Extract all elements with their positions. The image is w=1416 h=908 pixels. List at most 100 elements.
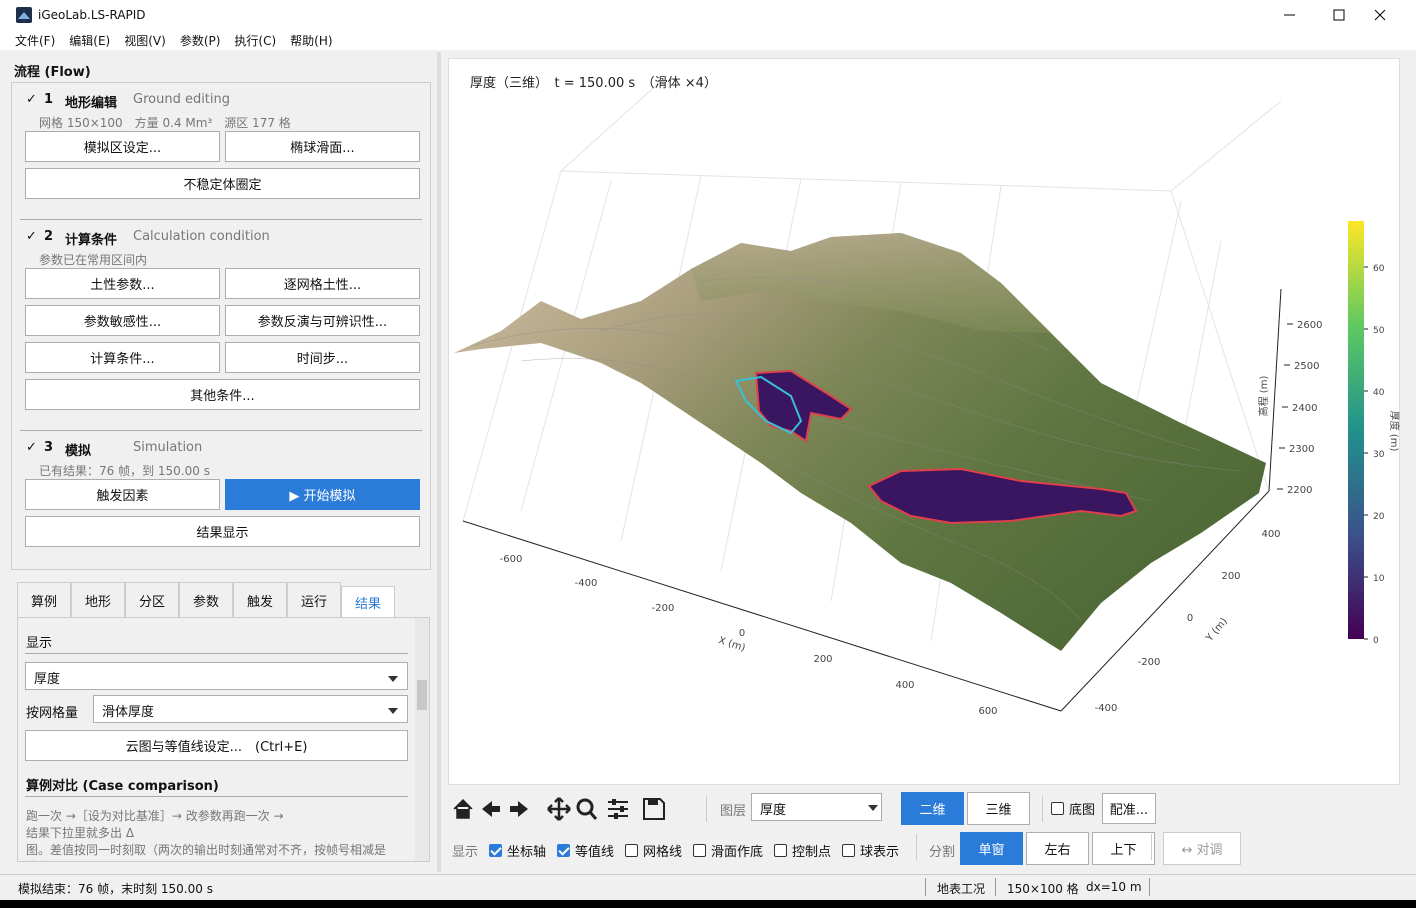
step-name: 地形编辑 [65,96,118,111]
nav-icons[interactable] [452,796,672,822]
tab[interactable]: 分区 [125,582,179,618]
status-separator [1149,878,1150,896]
colorbar-tick-label: 10 [1373,574,1385,584]
colorbar-label: 厚度 (m) [1388,411,1401,452]
menu-item[interactable]: 文件(F) [15,34,56,48]
step-name-en: Calculation condition [133,229,270,244]
contour-button[interactable]: 云图与等值线设定... (Ctrl+E) [25,730,408,761]
tab[interactable]: 算例 [17,582,71,618]
checkbox-box[interactable] [625,844,638,857]
field-select[interactable]: 厚度 [25,662,408,690]
step-info: 已有结果：76 帧，到 150.00 s [39,464,210,478]
flow-button[interactable]: 逐网格土性... [225,268,420,299]
checkbox[interactable]: 控制点 [774,841,831,860]
tab[interactable]: 触发 [233,582,287,618]
colorbar-tick-label: 0 [1373,636,1379,646]
flow-button[interactable]: 参数敏感性... [25,305,220,336]
view-button[interactable]: 三维 [967,792,1030,825]
split-button[interactable]: 单窗 [960,832,1023,865]
swap-button[interactable]: ↔ 对调 [1163,832,1241,865]
screen-edge [0,900,1416,908]
checkbox-box[interactable] [489,844,502,857]
menu-item[interactable]: 帮助(H) [290,34,333,48]
case-text: 跑一次 →［设为对比基准］→ 改参数再跑一次 → [26,809,284,823]
tab[interactable]: 参数 [179,582,233,618]
status-message: 模拟结束：76 帧，末时刻 150.00 s [18,882,213,896]
register-button[interactable]: 配准... [1102,793,1156,824]
step-info: 参数已在常用区间内 [39,253,148,267]
checkbox-label: 滑面作底 [711,845,764,860]
landslide-deposit [867,467,1138,525]
flow-button[interactable]: 椭球滑面... [225,131,420,162]
dropdown-arrow[interactable] [388,708,398,714]
scrollbar[interactable] [415,618,429,861]
checkbox[interactable]: 等值线 [557,841,614,860]
flow-button[interactable]: 时间步... [225,342,420,373]
menu-item[interactable]: 参数(P) [179,34,221,48]
split-button[interactable]: 左右 [1026,832,1089,865]
scroll-thumb[interactable] [417,680,427,710]
tab[interactable]: 结果 [341,586,395,618]
colorbar [1348,221,1364,639]
grid-label: 按网格量 [26,706,79,721]
layer-select[interactable]: 厚度 [751,793,882,821]
checkbox-box[interactable] [842,844,855,857]
case-text: 结果下拉里就多出 Δ [26,826,135,840]
grid-field-select[interactable]: 滑体厚度 [93,695,408,723]
menu-item[interactable]: 视图(V) [124,34,166,48]
step-name: 模拟 [65,444,92,459]
menu-item[interactable]: 编辑(E) [69,34,111,48]
split-button[interactable]: 上下 [1092,832,1155,865]
tab[interactable]: 地形 [71,582,125,618]
step-info: 网格 150×100 方量 0.4 Mm³ 源区 177 格 [39,116,291,130]
tab[interactable]: 运行 [287,582,341,618]
splitter[interactable] [437,52,441,872]
case-text: 图。差值按同一时刻取（两次的输出时刻通常对不齐，按帧号相减是 [26,843,387,857]
plot-toolbar: 图层 厚度 二维 三维 底图 配准... 显示 坐标轴 等值线 网格线 滑面作底 控制点 球表示 分割 单窗… [448,790,1400,870]
flow-button[interactable]: 结果显示 [25,516,420,547]
flow-button[interactable]: 土性参数... [25,268,220,299]
title-bar: iGeoLab.LS-RAPID [0,0,1416,30]
checkbox[interactable]: 坐标轴 [489,841,546,860]
colorbar-tick-label: 50 [1373,326,1385,336]
split-label: 分割 [929,845,956,860]
checkbox-box[interactable] [774,844,787,857]
flow-button[interactable]: 模拟区设定... [25,131,220,162]
colorbar-tick-label: 20 [1373,512,1385,522]
step-number: 3 [44,440,54,455]
checkbox-label: 等值线 [575,845,615,860]
app-icon [16,7,32,23]
flow-button[interactable]: 参数反演与可辨识性... [225,305,420,336]
step-name-en: Simulation [133,440,203,455]
toolbar-separator [706,796,707,822]
flow-box [11,82,431,570]
case-title: 算例对比 (Case comparison) [26,779,219,794]
flow-button[interactable]: 其他条件... [25,379,420,410]
checkbox-box[interactable] [557,844,570,857]
section-rule [25,653,408,654]
z-axis-label: 高程 (m) [1257,376,1270,417]
view-button[interactable]: 二维 [901,792,964,825]
flow-button[interactable]: 触发因素 [25,479,220,510]
dropdown-arrow[interactable] [868,805,878,811]
terrain-surface [454,233,1266,651]
checkbox[interactable]: 球表示 [842,841,899,860]
z-tick-label: 2300 [1289,444,1314,455]
menu-item[interactable]: 执行(C) [234,34,277,48]
dropdown-arrow[interactable] [388,676,398,682]
x-tick-label: 400 [895,680,914,691]
checkbox-box[interactable] [1051,802,1064,815]
checkbox[interactable]: 底图 [1051,799,1095,818]
x-tick-label: 600 [978,706,997,717]
checkbox[interactable]: 滑面作底 [693,841,763,860]
flow-button[interactable]: 计算条件... [25,342,220,373]
flow-button[interactable]: 不稳定体圈定 [25,168,420,199]
plot-title: 厚度（三维） t = 150.00 s （滑体 ×4） [470,75,717,91]
checkbox[interactable]: 网格线 [625,841,682,860]
checkbox-box[interactable] [693,844,706,857]
flow-button[interactable]: ▶ 开始模拟 [225,479,420,510]
y-tick-label: 200 [1221,571,1240,582]
window-controls[interactable] [1280,0,1416,30]
